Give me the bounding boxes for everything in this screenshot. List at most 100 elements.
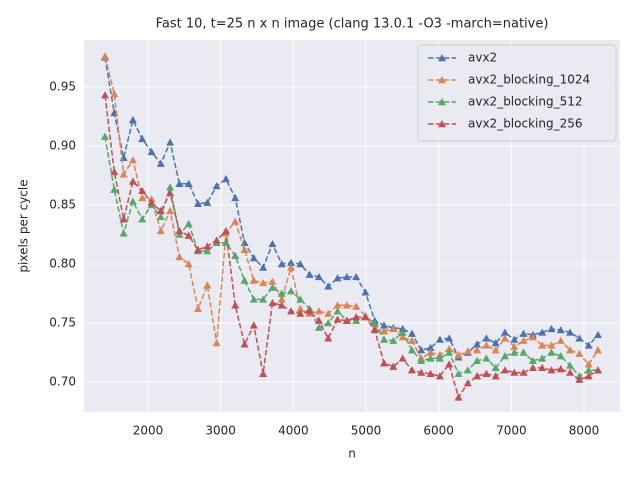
marker: [203, 242, 212, 250]
marker: [296, 260, 305, 268]
marker: [519, 348, 528, 356]
marker: [342, 301, 351, 309]
marker: [417, 356, 426, 364]
marker: [212, 339, 221, 347]
marker: [184, 219, 193, 228]
marker: [445, 334, 454, 342]
marker: [231, 193, 240, 202]
marker: [277, 260, 286, 268]
x-axis-label: n: [348, 447, 356, 461]
marker: [473, 356, 482, 364]
marker: [398, 328, 407, 336]
marker: [528, 356, 537, 364]
marker: [305, 307, 314, 315]
marker: [212, 182, 221, 190]
legend-label: avx2_blocking_1024: [468, 73, 590, 87]
marker: [166, 138, 175, 146]
marker: [240, 276, 249, 284]
marker: [361, 313, 370, 321]
marker: [426, 354, 435, 362]
marker: [454, 350, 463, 359]
marker: [566, 368, 575, 376]
marker: [566, 361, 575, 369]
marker: [593, 366, 602, 374]
marker: [575, 349, 584, 357]
marker: [538, 328, 547, 336]
legend-label: avx2_blocking_512: [468, 95, 583, 109]
marker: [194, 245, 203, 254]
x-tick-label: 3000: [205, 424, 236, 438]
marker: [277, 289, 286, 297]
legend-box: [417, 44, 617, 142]
marker: [156, 212, 165, 220]
marker: [445, 348, 454, 356]
marker: [156, 226, 165, 235]
marker: [138, 134, 147, 143]
marker: [119, 170, 128, 178]
y-tick-label: 0.80: [49, 257, 76, 271]
marker: [184, 260, 193, 268]
marker: [184, 179, 193, 187]
marker: [324, 334, 333, 342]
marker: [240, 340, 249, 348]
marker: [556, 352, 565, 360]
marker: [184, 231, 193, 239]
marker: [435, 354, 444, 362]
marker: [510, 342, 519, 350]
marker: [407, 336, 416, 344]
marker: [231, 217, 240, 225]
marker: [119, 215, 128, 223]
marker: [547, 366, 556, 374]
marker: [277, 301, 286, 309]
marker: [221, 175, 230, 183]
marker: [342, 316, 351, 324]
marker: [231, 251, 240, 259]
marker: [287, 263, 296, 271]
marker: [491, 372, 500, 380]
marker: [268, 283, 277, 291]
marker: [296, 295, 305, 303]
x-tick-label: 7000: [496, 424, 527, 438]
y-tick-label: 0.85: [49, 197, 76, 211]
marker: [426, 343, 435, 351]
marker: [482, 341, 491, 349]
marker: [426, 369, 435, 377]
marker: [101, 52, 110, 60]
chart-title: Fast 10, t=25 n x n image (clang 13.0.1 …: [156, 17, 549, 32]
marker: [101, 91, 110, 99]
marker: [547, 348, 556, 356]
marker: [398, 333, 407, 341]
legend-label: avx2_blocking_256: [468, 117, 583, 131]
marker: [110, 90, 119, 98]
marker: [305, 270, 314, 278]
marker: [314, 272, 323, 281]
marker: [407, 329, 416, 337]
marker: [463, 379, 472, 387]
marker: [352, 272, 361, 281]
marker: [296, 309, 305, 317]
marker: [221, 238, 230, 246]
grid: [84, 40, 620, 412]
marker: [519, 336, 528, 344]
marker: [380, 327, 389, 335]
marker: [380, 321, 389, 329]
marker: [138, 193, 147, 202]
x-tick-label: 5000: [351, 424, 382, 438]
marker: [128, 156, 137, 164]
marker: [231, 301, 240, 309]
marker: [575, 334, 584, 342]
marker: [556, 326, 565, 334]
marker: [175, 252, 184, 261]
marker: [268, 298, 277, 307]
marker: [352, 302, 361, 310]
marker: [584, 360, 593, 368]
marker: [389, 324, 398, 333]
legend-marker: [438, 120, 446, 128]
marker: [287, 287, 296, 295]
marker: [287, 258, 296, 267]
marker: [166, 189, 175, 197]
marker: [519, 329, 528, 337]
marker: [482, 369, 491, 377]
marker: [147, 147, 156, 156]
marker: [528, 333, 537, 341]
